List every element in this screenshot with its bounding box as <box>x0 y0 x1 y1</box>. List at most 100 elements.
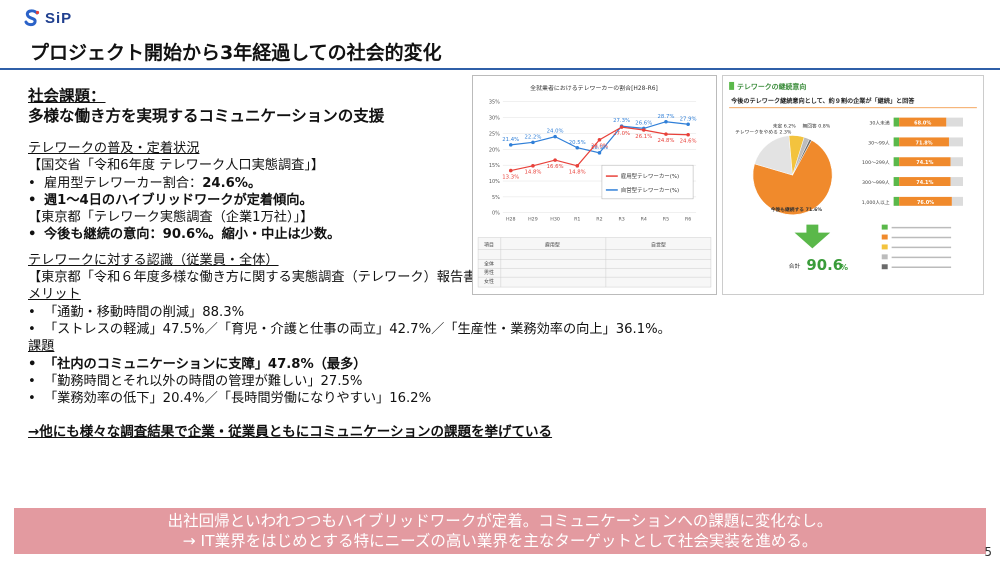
arrow-down-icon <box>794 224 831 249</box>
figure2-title: テレワークの継続意向 <box>737 82 806 91</box>
y-tick-label: 10% <box>489 179 500 185</box>
section2-title: テレワークに対する認識（従業員・全体） <box>28 252 279 268</box>
employed-point <box>531 164 535 168</box>
self-employed-data-label: 24.0% <box>547 129 564 135</box>
employed-data-label: 24.6% <box>680 139 697 145</box>
legend-swatch <box>881 224 888 230</box>
section2-source: 【東京都「令和６年度多様な働き方に関する実態調査（テレワーク）報告書】 <box>28 270 490 286</box>
self-employed-data-label: 18.9% <box>591 145 608 151</box>
x-tick-label: R6 <box>685 217 691 223</box>
self-employed-point <box>553 134 557 139</box>
y-tick-label: 30% <box>489 116 500 122</box>
slide-title: プロジェクト開始から3年経過しての社会的変化 <box>30 42 442 64</box>
self-employed-point <box>531 140 535 145</box>
employed-point <box>575 164 580 168</box>
banner-line2: → IT業界をはじめとする特にニーズの高い業界を主なターゲットとして社会実装を進… <box>182 532 818 550</box>
bar-segment-other <box>951 196 963 206</box>
pie-label-undecided: 未定 6.2% <box>773 123 797 130</box>
self-employed-data-label: 20.5% <box>569 140 586 146</box>
telework-ratio-chart: 全就業者におけるテレワーカーの割合[H28-R6] 35% 30% 25% 20% 15… <box>477 84 712 288</box>
bar-segment-other <box>950 157 963 167</box>
self-employed-point <box>508 143 513 147</box>
pie-label-stop: テレワークをやめる 2.3% <box>735 128 792 135</box>
pie-slice <box>754 135 793 176</box>
merit-item: • 「ストレスの軽減」47.5%／「育児・介護と仕事の両立」42.7%／「生産性・… <box>28 321 671 337</box>
table-header: 自営型 <box>651 241 666 248</box>
bar-segment-expand <box>893 137 900 147</box>
section1-source2: 【東京都「テレワーク実態調査（企業1万社）」】 <box>28 210 314 226</box>
bar-group-label: 30～99人 <box>868 140 890 146</box>
bar-group-label: 30人未満 <box>869 120 890 127</box>
bar-segment-expand <box>893 196 900 206</box>
total-unit: % <box>840 263 848 272</box>
summary-banner: 出社回帰といわれつつもハイブリッドワークが定着。コミュニケーションへの課題に変化… <box>14 508 986 554</box>
employed-data-label: 14.8% <box>569 170 586 176</box>
bar-group-label: 300～999人 <box>862 180 890 186</box>
section1-title: テレワークの普及・定着状況 <box>28 141 200 156</box>
figure2-subtitle: 今後のテレワーク継続意向として、約９割の企業が「継続」と回答 <box>730 97 915 105</box>
section1-bullet1: • 雇用型テレワーカー割合：24.6%。 <box>28 175 262 191</box>
figure2-title-marker <box>729 81 735 90</box>
section1-bullet3: • 今後も継続の意向：90.6%。縮小・中止は少数。 <box>28 227 341 243</box>
logo-text: SiP <box>45 9 73 27</box>
issue-title: 課題 <box>28 339 55 355</box>
employed-point <box>619 125 624 129</box>
table-header: 雇用型 <box>545 241 560 248</box>
conclusion: →他にも様々な調査結果で企業・従業員ともにコミュニケーションの課題を挙げている <box>28 424 553 441</box>
employed-point <box>664 132 668 136</box>
issue-item: • 「業務効率の低下」20.4%／「長時間労働になりやすい」16.2% <box>28 391 432 407</box>
issue-item: • 「社内のコミュニケーションに支障」47.8%（最多） <box>28 356 367 372</box>
self-employed-data-label: 22.2% <box>524 134 541 140</box>
x-tick-label: R4 <box>641 217 647 223</box>
table-row-label: 女性 <box>484 278 494 285</box>
merit-text: 「ストレスの軽減」47.5%／「育児・介護と仕事の両立」42.7%／「生産性・業… <box>44 321 671 337</box>
total-value: 90.6 <box>806 256 843 274</box>
figure1-table <box>477 237 712 288</box>
bullet3-text: 今後も継続の意向：90.6%。縮小・中止は少数。 <box>44 227 341 243</box>
employed-data-label: 14.8% <box>524 170 541 176</box>
employed-point <box>553 158 557 162</box>
bar-segment-continue <box>899 117 947 127</box>
x-tick-label: H29 <box>528 217 538 223</box>
legend-swatch <box>881 254 888 260</box>
issue-text: 「勤務時間とそれ以外の時間の管理が難しい」27.5% <box>44 373 363 389</box>
continuation-intent-chart: テレワークの継続意向 今後のテレワーク継続意向として、約９割の企業が「継続」と回… <box>729 81 977 274</box>
employed-data-label: 27.0% <box>613 131 630 137</box>
legend-self: 自営型テレワーカー(%) <box>621 186 679 194</box>
heading-line2: 多様な働き方を実現するコミュニケーションの支援 <box>28 107 385 125</box>
legend-employed: 雇用型テレワーカー(%) <box>621 172 679 180</box>
pie-slice <box>752 139 833 215</box>
bar-segment-other <box>948 137 963 147</box>
self-employed-data-label: 21.4% <box>502 137 519 143</box>
y-tick-label: 15% <box>489 163 500 169</box>
self-employed-data-label: 27.9% <box>680 116 697 122</box>
heading-line1: 社会課題： <box>28 87 106 105</box>
self-employed-data-label: 27.3% <box>613 118 630 124</box>
y-tick-label: 5% <box>492 195 500 201</box>
table-row-label: 全体 <box>484 260 494 267</box>
y-tick-label: 0% <box>492 211 500 217</box>
bullet1-value: 24.6%。 <box>202 175 262 191</box>
x-tick-label: R3 <box>618 217 624 223</box>
bar-value-label: 76.0% <box>917 200 934 206</box>
merit-text: 「通勤・移動時間の削減」88.3% <box>44 304 245 320</box>
issue-text: 「業務効率の低下」20.4%／「長時間労働になりやすい」16.2% <box>44 391 432 407</box>
employed-data-label: 23.0% <box>591 144 608 150</box>
table-header: 項目 <box>484 242 494 248</box>
bar-segment-continue <box>899 177 951 186</box>
bar-segment-other <box>950 177 963 186</box>
pie-label-noanswer: 無回答 0.8% <box>802 123 830 130</box>
legend-swatch <box>881 244 888 250</box>
bar-group-label: 100～299人 <box>862 160 890 166</box>
bar-segment-expand <box>893 157 900 167</box>
employed-data-label: 16.6% <box>547 164 564 170</box>
section1-source1: 【国交省「令和6年度 テレワーク人口実態調査」】 <box>28 158 325 174</box>
self-employed-point <box>664 119 668 124</box>
bar-segment-expand <box>893 177 900 186</box>
body-text: 社会課題： 多様な働き方を実現するコミュニケーションの支援 テレワークの普及・定… <box>28 86 848 442</box>
legend-swatch <box>881 264 888 270</box>
page-number: 5 <box>984 545 992 559</box>
legend-box <box>601 164 694 200</box>
y-tick-label: 20% <box>489 147 500 153</box>
y-tick-label: 35% <box>489 100 500 106</box>
